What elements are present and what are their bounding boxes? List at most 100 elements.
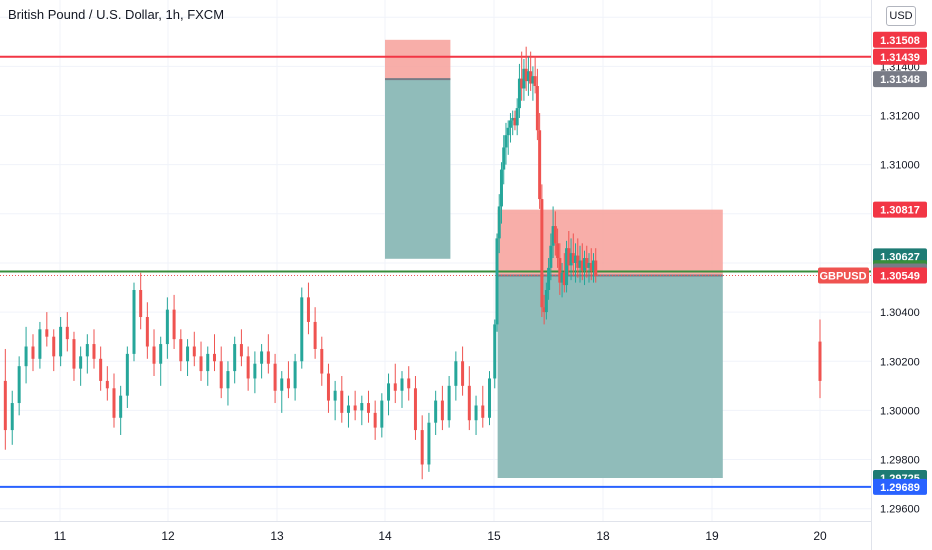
candle-body — [92, 344, 96, 359]
candles — [3, 46, 822, 480]
candle — [380, 393, 384, 438]
candle-body — [3, 380, 7, 431]
price-tick: 1.29800 — [880, 455, 920, 467]
candle — [313, 307, 317, 359]
candle-body — [818, 341, 822, 381]
candle — [556, 228, 560, 268]
candle-body — [266, 351, 270, 364]
candle-body — [513, 117, 517, 126]
candle — [567, 231, 571, 276]
candle-body — [587, 262, 591, 268]
candle-body — [488, 378, 492, 418]
currency-button[interactable]: USD — [886, 6, 916, 26]
candle — [565, 240, 569, 293]
candle-body — [99, 358, 103, 381]
candle — [293, 353, 297, 401]
candle — [574, 243, 578, 283]
price-label-stop: 1.30817 — [873, 201, 927, 218]
candle-body — [553, 226, 557, 244]
candle-body — [326, 373, 330, 401]
time-tick: 13 — [270, 529, 284, 543]
candle — [179, 329, 183, 372]
candle — [493, 319, 497, 389]
candle — [59, 317, 63, 367]
price-label-text: 1.30817 — [880, 205, 920, 217]
price-tick: 1.30000 — [880, 405, 920, 417]
candle — [17, 356, 21, 416]
candle — [125, 346, 129, 408]
candle-body — [461, 361, 465, 386]
candle-body — [17, 366, 21, 404]
candle-body — [400, 378, 404, 391]
candle — [558, 243, 562, 295]
candle-body — [578, 260, 582, 268]
candle-body — [139, 289, 143, 318]
candle — [353, 390, 357, 421]
candle-body — [529, 71, 533, 84]
candle — [504, 122, 508, 165]
candle-body — [515, 108, 519, 126]
candle-body — [52, 336, 56, 357]
candle — [212, 334, 216, 372]
candle-body — [565, 248, 569, 286]
candle — [373, 400, 377, 440]
candle-body — [313, 321, 317, 349]
candle-body — [31, 346, 35, 359]
candle — [165, 297, 169, 359]
candle-body — [506, 127, 510, 136]
candle — [239, 329, 243, 367]
candle-body — [119, 395, 123, 418]
candle-body — [24, 346, 28, 367]
candle — [31, 334, 35, 372]
candle — [407, 366, 411, 401]
candle — [24, 326, 28, 384]
candle — [45, 312, 49, 347]
candle-body — [583, 258, 587, 271]
candle-body — [547, 267, 551, 290]
candle — [454, 351, 458, 401]
candle — [132, 282, 136, 362]
candle-body — [549, 245, 553, 268]
stop-zone — [385, 39, 451, 80]
candle-body — [589, 262, 593, 271]
price-tick: 1.29600 — [880, 504, 920, 516]
candle — [440, 385, 444, 431]
candle-body — [474, 405, 478, 421]
price-label-bg — [873, 267, 927, 284]
candle — [591, 253, 595, 283]
price-tick: 1.31200 — [880, 111, 920, 123]
candle-body — [580, 260, 584, 271]
candle — [447, 376, 451, 428]
candle-body — [558, 258, 562, 283]
candle-body — [542, 307, 546, 313]
candle-body — [286, 378, 290, 389]
candle — [260, 344, 264, 379]
time-axis-divider — [0, 521, 871, 522]
price-axis: 1.314001.312001.310001.304001.302001.300… — [880, 61, 920, 515]
candle — [589, 248, 593, 281]
candle-body — [591, 260, 595, 271]
candle — [553, 211, 557, 256]
candle-body — [567, 248, 571, 266]
candle-body — [467, 385, 471, 421]
candle — [569, 238, 573, 281]
price-label-stop: 1.31508 — [873, 31, 927, 48]
candle — [547, 258, 551, 300]
time-axis: 11 12 13 14 15 18 19 20 — [54, 529, 827, 543]
candle — [139, 272, 143, 330]
price-tick: 1.30200 — [880, 356, 920, 368]
price-label-bg — [873, 31, 927, 48]
target-zone — [497, 275, 723, 478]
candle — [517, 63, 521, 118]
candle — [818, 319, 822, 399]
candle — [571, 233, 575, 276]
time-tick: 19 — [705, 529, 719, 543]
candle — [526, 56, 530, 96]
candle — [152, 329, 156, 377]
candle-body — [522, 68, 526, 89]
candle-body — [387, 383, 391, 401]
stop-zone — [497, 209, 723, 276]
candle-body — [413, 388, 417, 431]
time-tick: 15 — [487, 529, 501, 543]
